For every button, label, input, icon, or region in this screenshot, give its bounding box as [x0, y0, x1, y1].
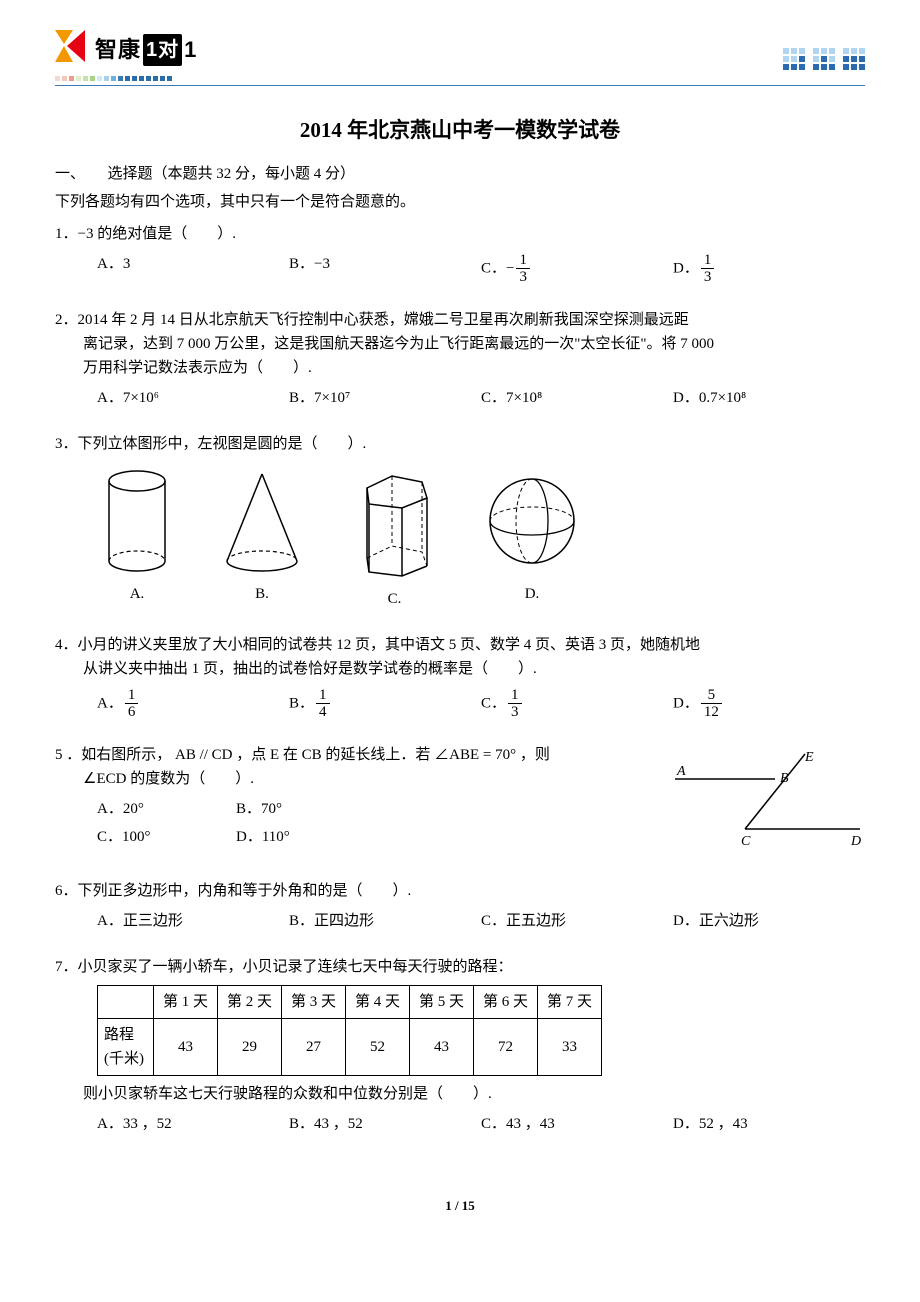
- q1-opt-c: C．−13: [481, 252, 673, 286]
- q5-opt-a: A．20°: [97, 797, 236, 821]
- q1-opt-b: B．−3: [289, 252, 481, 286]
- q2-opt-c: C．7×10⁸: [481, 386, 673, 410]
- q1-stem: 1．−3 的绝对值是（ ）.: [55, 222, 865, 246]
- question-7: 7．小贝家买了一辆小轿车，小贝记录了连续七天中每天行驶的路程： 第 1 天 第 …: [55, 955, 865, 1136]
- q5-opt-d: D．110°: [236, 825, 375, 849]
- section-1-instruction: 下列各题均有四个选项，其中只有一个是符合题意的。: [55, 190, 865, 214]
- logo-badge: 1对: [143, 34, 182, 66]
- q6-opt-c: C．正五边形: [481, 909, 673, 933]
- q2-opt-d: D．0.7×10⁸: [673, 386, 865, 410]
- question-2: 2．2014 年 2 月 14 日从北京航天飞行控制中心获悉，嫦娥二号卫星再次刷…: [55, 308, 865, 410]
- q5-label-c: C: [741, 834, 751, 849]
- q5-opt-b: B．70°: [236, 797, 375, 821]
- brand-logo: 智康 1对 1: [55, 30, 197, 70]
- q4-opt-b: B．14: [289, 687, 481, 721]
- header-decoration: [783, 48, 865, 70]
- logo-pre: 智康: [95, 32, 141, 67]
- q3-shape-cone: B.: [217, 466, 307, 611]
- subheader-squares: [55, 76, 865, 81]
- question-1: 1．−3 的绝对值是（ ）. A．3 B．−3 C．−13 D．13: [55, 222, 865, 286]
- question-3: 3．下列立体图形中，左视图是圆的是（ ）. A. B.: [55, 432, 865, 611]
- q2-opt-b: B．7×10⁷: [289, 386, 481, 410]
- section-1-heading: 一、 选择题（本题共 32 分，每小题 4 分）: [55, 162, 865, 186]
- q7-opt-c: C．43 ，43: [481, 1112, 673, 1136]
- q7-opt-b: B．43 ，52: [289, 1112, 481, 1136]
- q4-stem1: 4．小月的讲义夹里放了大小相同的试卷共 12 页，其中语文 5 页、数学 4 页…: [55, 633, 865, 657]
- page-title: 2014 年北京燕山中考一模数学试卷: [55, 114, 865, 148]
- page-number: 1 / 15: [55, 1196, 865, 1217]
- q6-stem: 6．下列正多边形中，内角和等于外角和的是（ ）.: [55, 879, 865, 903]
- question-6: 6．下列正多边形中，内角和等于外角和的是（ ）. A．正三边形 B．正四边形 C…: [55, 879, 865, 933]
- q3-shape-cylinder: A.: [97, 466, 177, 611]
- q6-opt-d: D．正六边形: [673, 909, 865, 933]
- q4-stem2: 从讲义夹中抽出 1 页，抽出的试卷恰好是数学试卷的概率是（ ）.: [55, 657, 865, 681]
- q7-opt-a: A．33 ，52: [97, 1112, 289, 1136]
- q5-label-b: B: [780, 771, 789, 786]
- logo-mark: [55, 30, 91, 70]
- q7-table: 第 1 天 第 2 天 第 3 天 第 4 天 第 5 天 第 6 天 第 7 …: [97, 985, 602, 1076]
- q3-shape-sphere: D.: [482, 466, 582, 611]
- q4-opt-a: A．16: [97, 687, 289, 721]
- q4-opt-c: C．13: [481, 687, 673, 721]
- q2-stem1: 2．2014 年 2 月 14 日从北京航天飞行控制中心获悉，嫦娥二号卫星再次刷…: [55, 308, 865, 332]
- header-divider: [55, 85, 865, 86]
- q6-opt-a: A．正三边形: [97, 909, 289, 933]
- table-row: 第 1 天 第 2 天 第 3 天 第 4 天 第 5 天 第 6 天 第 7 …: [98, 985, 602, 1018]
- table-row: 路程 (千米) 43 29 27 52 43 72 33: [98, 1018, 602, 1075]
- q7-stem: 7．小贝家买了一辆小轿车，小贝记录了连续七天中每天行驶的路程：: [55, 955, 865, 979]
- q7-post: 则小贝家轿车这七天行驶路程的众数和中位数分别是（ ）.: [55, 1082, 865, 1106]
- q5-stem1: 5 ．如右图所示， AB // CD ，点 E 在 CB 的延长线上．若 ∠AB…: [55, 743, 653, 767]
- logo-text: 智康 1对 1: [95, 32, 197, 67]
- q5-stem2: ∠ECD 的度数为（ ）.: [55, 767, 653, 791]
- q5-opt-c: C．100°: [97, 825, 236, 849]
- page-header: 智康 1对 1: [55, 30, 865, 70]
- q5-figure: A B C D E: [665, 743, 865, 857]
- q6-opt-b: B．正四边形: [289, 909, 481, 933]
- q3-shape-prism: C.: [347, 466, 442, 611]
- q5-label-a: A: [676, 764, 686, 779]
- logo-post: 1: [184, 32, 197, 67]
- q4-opt-d: D．512: [673, 687, 865, 721]
- q1-opt-a: A．3: [97, 252, 289, 286]
- q2-stem2: 离记录，达到 7 000 万公里，这是我国航天器迄今为止飞行距离最远的一次"太空…: [55, 332, 865, 356]
- q5-label-e: E: [804, 750, 814, 765]
- q3-stem: 3．下列立体图形中，左视图是圆的是（ ）.: [55, 432, 865, 456]
- q7-opt-d: D．52 ，43: [673, 1112, 865, 1136]
- q1-opt-d: D．13: [673, 252, 865, 286]
- question-5: 5 ．如右图所示， AB // CD ，点 E 在 CB 的延长线上．若 ∠AB…: [55, 743, 865, 857]
- q2-stem3: 万用科学记数法表示应为（ ）.: [55, 356, 865, 380]
- q5-label-d: D: [850, 834, 861, 849]
- q2-opt-a: A．7×10⁶: [97, 386, 289, 410]
- question-4: 4．小月的讲义夹里放了大小相同的试卷共 12 页，其中语文 5 页、数学 4 页…: [55, 633, 865, 721]
